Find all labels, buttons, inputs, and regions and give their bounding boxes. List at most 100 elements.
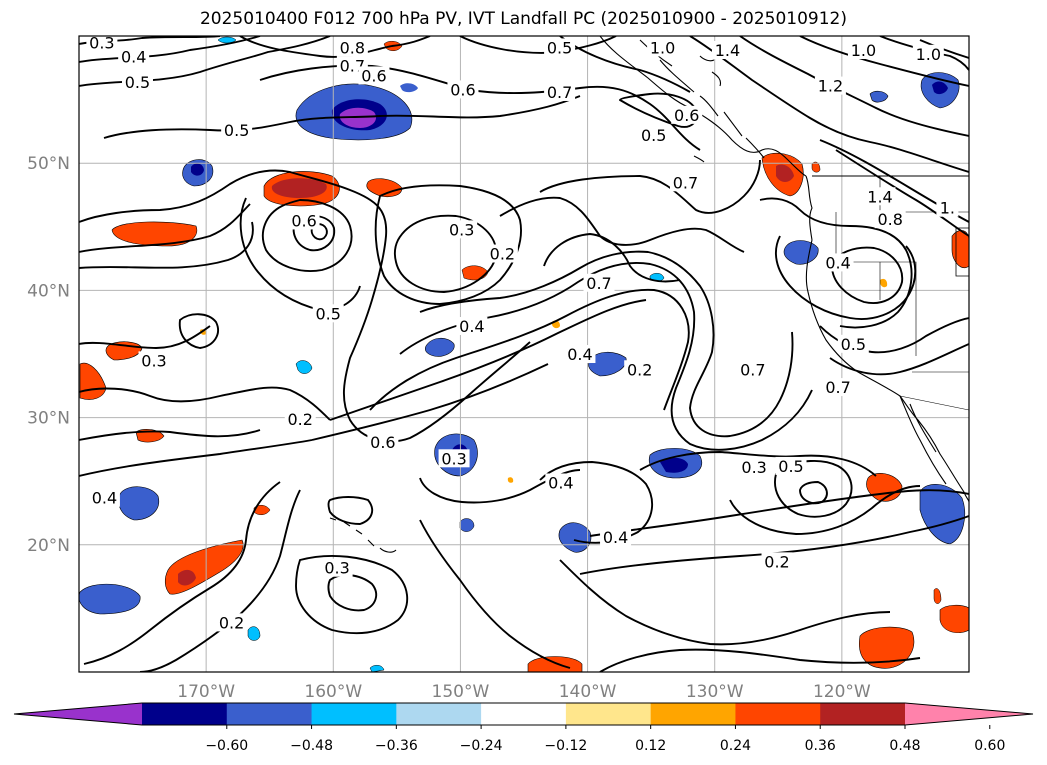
contour-line	[83, 481, 281, 665]
coastline-bc	[805, 175, 813, 241]
contour-label-bg	[336, 38, 368, 57]
shaded-region-negative	[783, 240, 819, 265]
contour-label-bg	[936, 198, 959, 217]
contour-label: 0.7	[586, 274, 611, 293]
colorbar-tick-label: 0.36	[805, 738, 836, 754]
contour-line	[689, 36, 969, 173]
contour-label: 0.3	[741, 458, 766, 477]
contour-label: 1.0	[916, 45, 941, 64]
lon-tick-label: 150°W	[432, 682, 490, 702]
contour-label-bg	[545, 473, 577, 492]
contour-label: 0.3	[441, 449, 466, 468]
contour-label-bg	[669, 173, 701, 192]
contour-label-bg	[912, 44, 944, 63]
contour-label: 0.4	[603, 528, 628, 547]
contour-label-bg	[583, 273, 615, 292]
colorbar-segment	[396, 703, 482, 725]
contour-line	[499, 196, 745, 253]
shaded-region-positive	[880, 278, 888, 288]
contour-label-bg	[544, 38, 576, 57]
map-frame	[78, 35, 970, 673]
contour-line	[799, 481, 828, 505]
contour-label: 0.4	[121, 47, 146, 66]
contour-label-bg	[864, 187, 896, 206]
contour-line	[329, 299, 647, 421]
contour-label-bg	[121, 72, 153, 91]
contour-label-bg	[564, 345, 596, 363]
contour-line	[775, 235, 917, 320]
lon-tick-label: 120°W	[813, 682, 871, 702]
colorbar-segment	[311, 703, 397, 725]
contour-line	[178, 313, 219, 349]
contour-line	[589, 489, 969, 537]
colorbar-segment	[226, 703, 313, 725]
contour-label: 0.6	[370, 433, 395, 452]
contour-label-bg	[88, 488, 120, 507]
contour-line	[559, 559, 891, 646]
contour-label: 0.2	[288, 410, 313, 429]
contour-label: 0.5	[641, 126, 666, 145]
contour-label: 1.2	[818, 77, 843, 96]
boundary-mexico	[899, 395, 969, 411]
colorbar-outline	[13, 702, 1034, 726]
colorbar-segment	[565, 703, 652, 725]
contour-label: 0.6	[361, 66, 386, 85]
contour-label: 0.8	[877, 210, 902, 229]
colorbar-segment	[481, 703, 567, 725]
contour-line	[831, 246, 904, 304]
colorbar-extend-low	[14, 703, 142, 725]
axis-ticks: 50°N 40°N 30°N 20°N 170°W 160°W 150°W 140°W 130°…	[27, 154, 871, 702]
contour-label-bg	[284, 409, 316, 428]
colorbar-segment	[735, 703, 821, 725]
shaded-region-negative	[588, 351, 627, 377]
contour-label: 0.5	[224, 121, 249, 140]
shaded-region-negative	[217, 36, 237, 44]
contour-label: 1.0	[851, 41, 876, 60]
lon-tick-label: 170°W	[177, 682, 235, 702]
contour-label-bg	[312, 304, 344, 323]
contour-label: 1.4	[715, 41, 740, 60]
shaded-region-negative	[424, 337, 455, 357]
colorbar-tick-label: −0.12	[544, 738, 587, 754]
contour-line	[79, 386, 331, 421]
contour-line	[79, 221, 254, 269]
contour-label-bg	[438, 449, 470, 468]
contour-label-bg	[486, 244, 518, 263]
contour-label-bg	[321, 558, 353, 577]
contour-label: 0.2	[764, 552, 789, 571]
contour-label-bg	[671, 105, 703, 124]
contour-label-bg	[847, 40, 879, 59]
colorbar-segment	[820, 703, 906, 725]
shaded-region-negative	[400, 83, 418, 93]
shaded-region-positive	[111, 221, 198, 247]
contour-label: 0.7	[547, 83, 572, 102]
hawaii	[329, 517, 397, 553]
contour-label-bg	[367, 432, 399, 451]
contour-label: 0.3	[324, 559, 349, 578]
contour-labels: 0.3 0.4 0.5 0.8 0.7 0.6 0.6 0.5 0.7 0.5 0.5 1.0 1.4 0…	[86, 33, 959, 632]
contour-label: 0.7	[825, 378, 850, 397]
contour-label-bg	[600, 528, 632, 547]
lon-tick-label: 140°W	[559, 682, 617, 702]
contour-label: 0.2	[490, 245, 515, 264]
contour-line	[79, 36, 261, 63]
colorbar-tick-label: −0.60	[205, 738, 248, 754]
contour-line	[261, 199, 353, 272]
contour-label-bg	[711, 40, 743, 59]
contour-line	[599, 648, 921, 672]
shaded-region-negative	[191, 163, 204, 176]
contour-label-bg	[447, 80, 479, 99]
contour-label: 0.5	[778, 457, 803, 476]
contour-label: 0.2	[627, 360, 652, 379]
map-title: 2025010400 F012 700 hPa PV, IVT Landfall…	[199, 9, 847, 29]
contour-label-bg	[221, 121, 253, 140]
contour-label-bg	[647, 38, 679, 57]
contour-line	[419, 519, 571, 669]
shaded-region-positive	[271, 178, 327, 198]
contour-line	[879, 36, 969, 71]
colorbar-segments	[13, 702, 1034, 726]
contour-line	[327, 574, 378, 612]
contour-label-bg	[624, 360, 656, 379]
shaded-region-negative	[118, 486, 160, 521]
